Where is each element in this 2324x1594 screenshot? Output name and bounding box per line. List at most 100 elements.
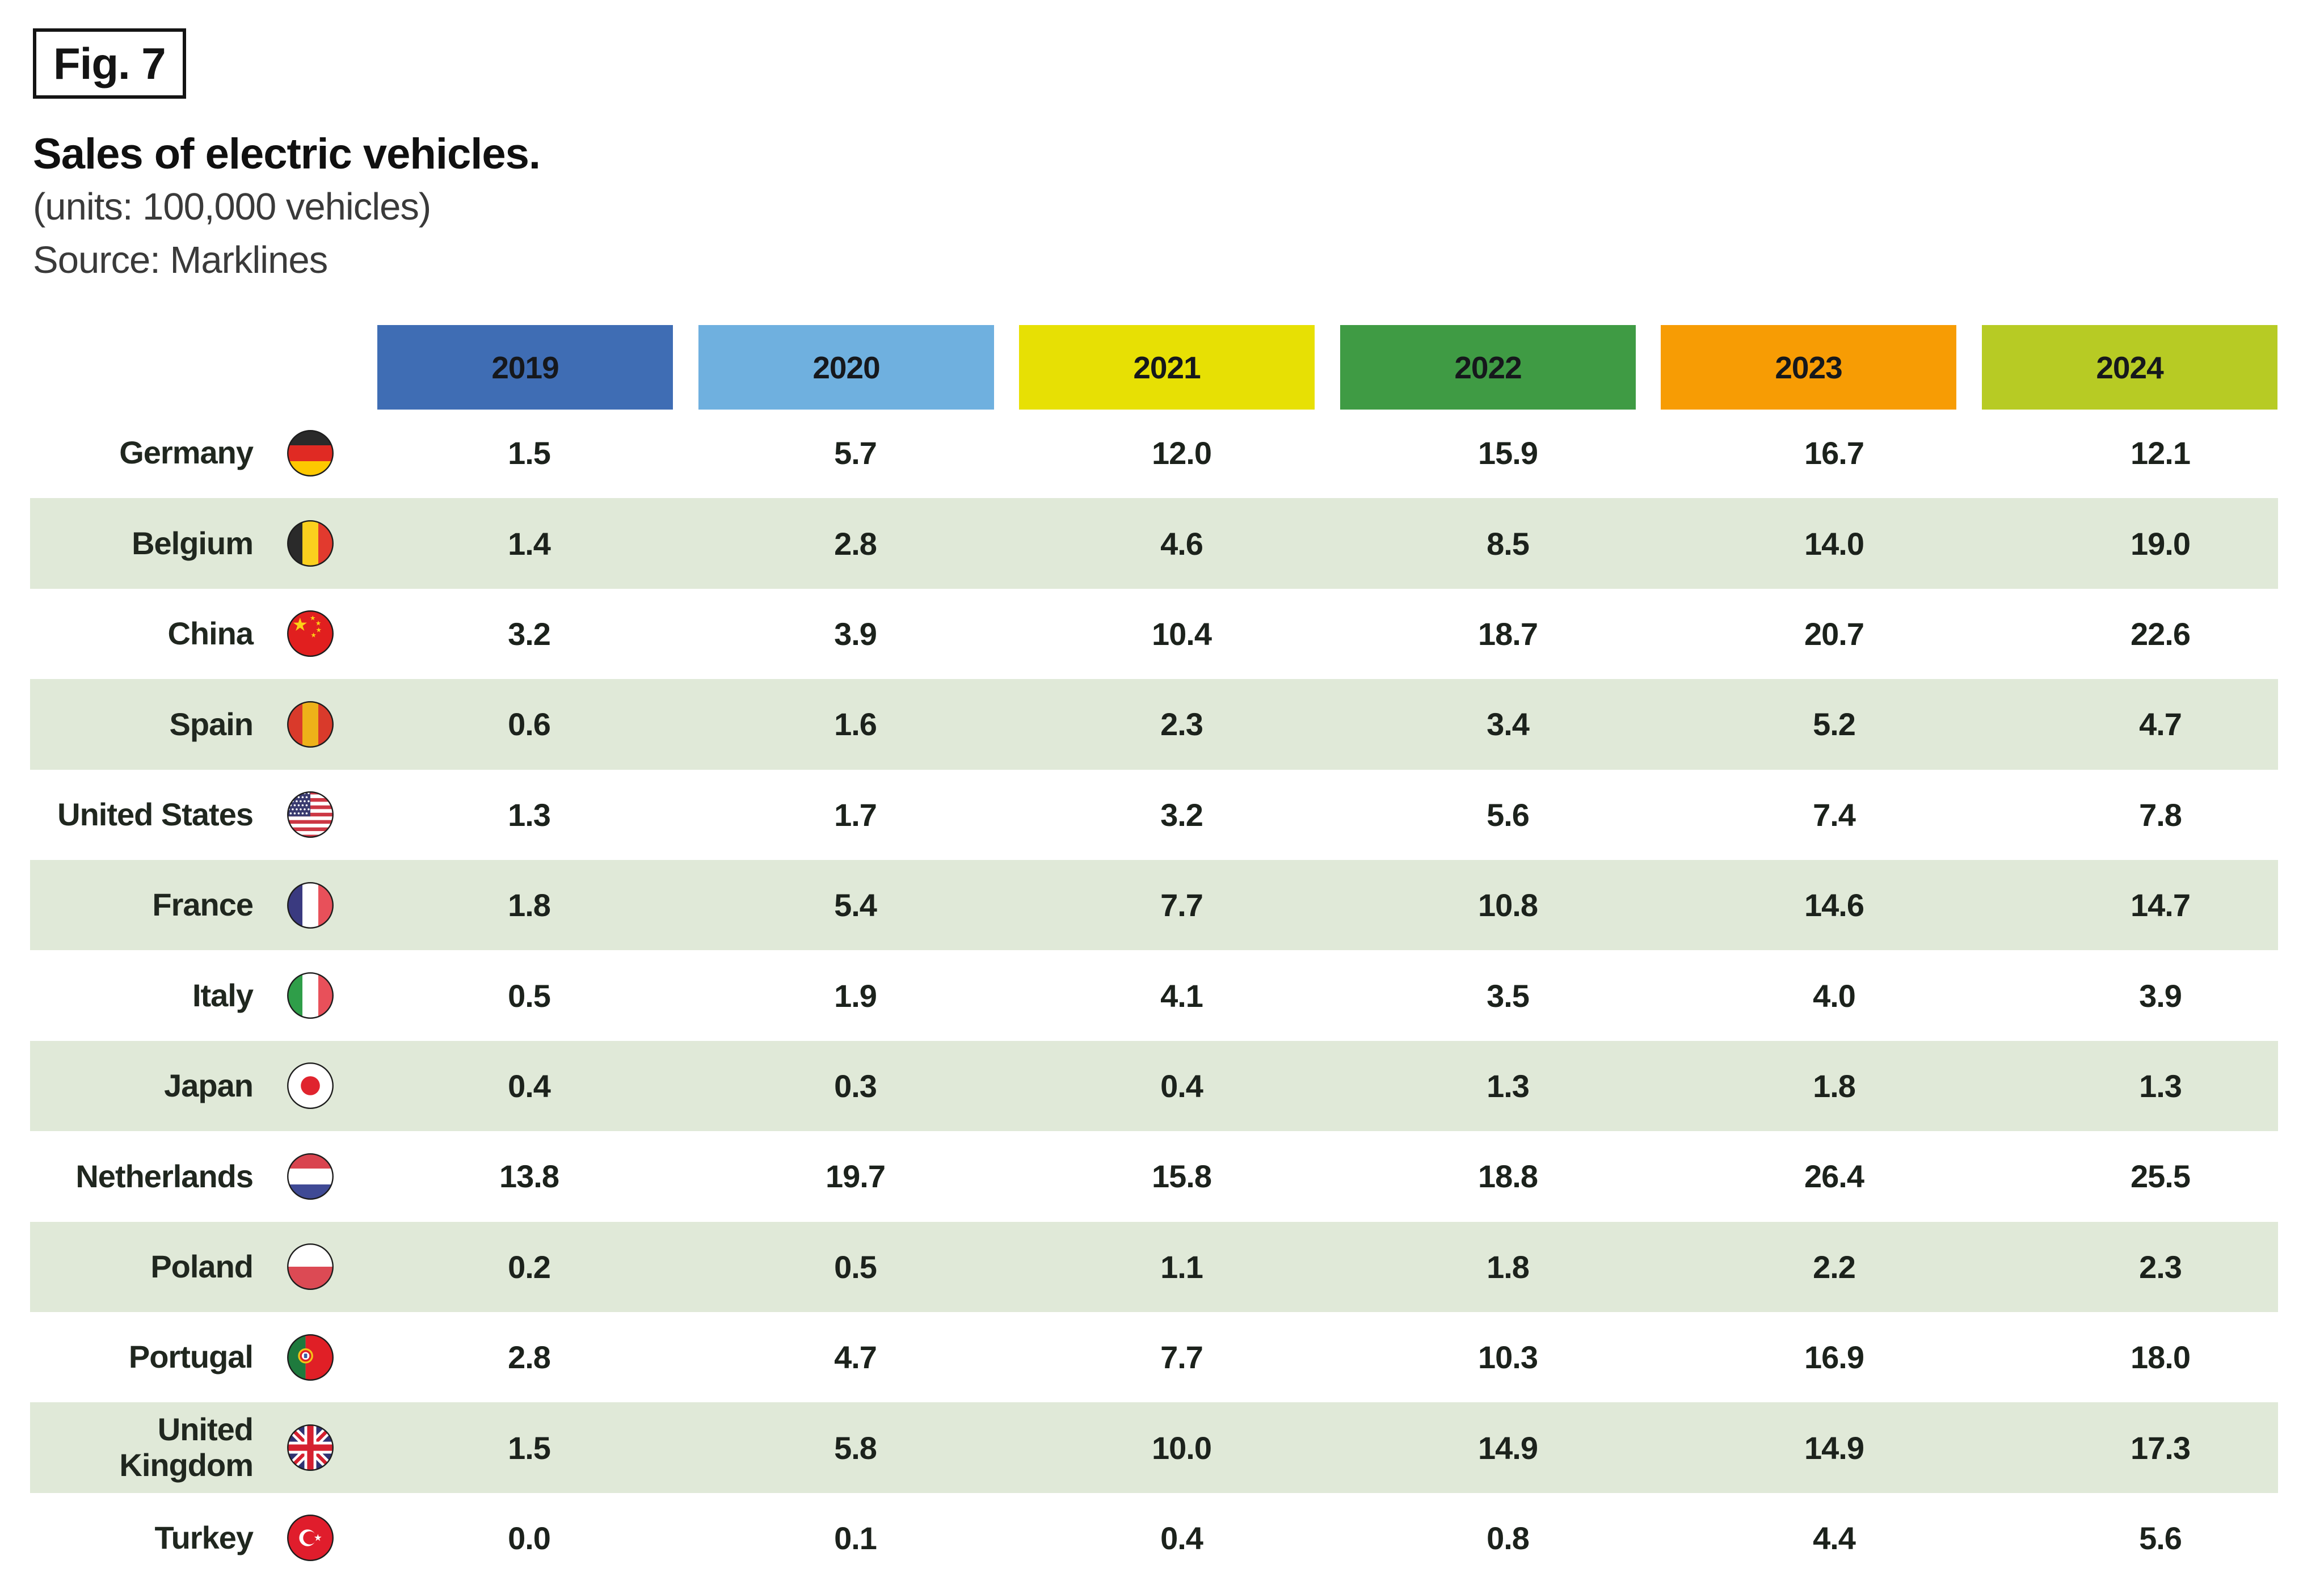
table-row-us: United States 1.3 1.7 3.2 5.6 7.4 7.8 <box>30 770 2278 860</box>
spain-flag-icon <box>287 701 334 748</box>
country-flag <box>287 882 334 929</box>
country-label: Turkey <box>154 1520 254 1556</box>
value-cell-2020: 3.9 <box>834 615 877 652</box>
value-cell-2023: 1.8 <box>1813 1068 1856 1104</box>
japan-flag-icon <box>287 1062 334 1110</box>
value-cell-2019: 1.3 <box>508 796 551 833</box>
value-cell-2022: 3.5 <box>1487 977 1530 1014</box>
table-row-china: China 3.2 3.9 10.4 18.7 20.7 22.6 <box>30 589 2278 679</box>
germany-flag-icon <box>287 429 334 476</box>
italy-flag-icon <box>287 972 334 1019</box>
value-cell-2020: 0.3 <box>834 1068 877 1104</box>
value-cell-2024: 14.7 <box>2131 887 2191 923</box>
country-label: Belgium <box>132 525 254 561</box>
year-header-2024: 2024 <box>1982 325 2277 410</box>
country-label: Spain <box>169 706 254 742</box>
value-cell-2021: 0.4 <box>1160 1520 1203 1556</box>
country-flag <box>287 520 334 567</box>
value-cell-2020: 5.4 <box>834 887 877 923</box>
table-row-uk: United Kingdom 1.5 5.8 10.0 14.9 14.9 17.3 <box>30 1402 2278 1493</box>
value-cell-2023: 2.2 <box>1813 1249 1856 1285</box>
us-flag-icon <box>287 791 334 838</box>
table-row-netherlands: Netherlands 13.8 19.7 15.8 18.8 26.4 25.5 <box>30 1131 2278 1221</box>
value-cell-2024: 3.9 <box>2139 977 2182 1014</box>
value-cell-2019: 0.5 <box>508 977 551 1014</box>
table-row-spain: Spain 0.6 1.6 2.3 3.4 5.2 4.7 <box>30 679 2278 770</box>
value-cell-2023: 4.0 <box>1813 977 1856 1014</box>
value-cell-2022: 1.8 <box>1487 1249 1530 1285</box>
value-cell-2021: 4.1 <box>1160 977 1203 1014</box>
value-cell-2024: 5.6 <box>2139 1520 2182 1556</box>
value-cell-2024: 17.3 <box>2131 1429 2191 1466</box>
country-flag <box>287 610 334 657</box>
country-flag <box>287 701 334 748</box>
country-flag <box>287 791 334 838</box>
value-cell-2019: 3.2 <box>508 615 551 652</box>
value-cell-2020: 5.8 <box>834 1429 877 1466</box>
year-header-2023: 2023 <box>1661 325 1956 410</box>
belgium-flag-icon <box>287 520 334 567</box>
value-cell-2020: 0.1 <box>834 1520 877 1556</box>
value-cell-2022: 18.8 <box>1478 1158 1538 1195</box>
country-label: Poland <box>150 1248 254 1284</box>
value-cell-2024: 1.3 <box>2139 1068 2182 1104</box>
value-cell-2019: 0.4 <box>508 1068 551 1104</box>
value-cell-2021: 3.2 <box>1160 796 1203 833</box>
value-cell-2023: 20.7 <box>1804 615 1864 652</box>
value-cell-2024: 25.5 <box>2131 1158 2191 1195</box>
value-cell-2022: 14.9 <box>1478 1429 1538 1466</box>
table-row-turkey: Turkey 0.0 0.1 0.4 0.8 4.4 5.6 <box>30 1493 2278 1583</box>
value-cell-2022: 3.4 <box>1487 706 1530 743</box>
value-cell-2021: 7.7 <box>1160 1339 1203 1376</box>
value-cell-2023: 26.4 <box>1804 1158 1864 1195</box>
value-cell-2019: 1.5 <box>508 1429 551 1466</box>
value-cell-2023: 7.4 <box>1813 796 1856 833</box>
country-label: Netherlands <box>75 1158 254 1194</box>
year-header-2021: 2021 <box>1019 325 1315 410</box>
value-cell-2020: 4.7 <box>834 1339 877 1376</box>
table-row-belgium: Belgium 1.4 2.8 4.6 8.5 14.0 19.0 <box>30 498 2278 589</box>
value-cell-2021: 0.4 <box>1160 1068 1203 1104</box>
france-flag-icon <box>287 882 334 929</box>
value-cell-2022: 0.8 <box>1487 1520 1530 1556</box>
table-row-france: France 1.8 5.4 7.7 10.8 14.6 14.7 <box>30 860 2278 951</box>
value-cell-2019: 2.8 <box>508 1339 551 1376</box>
value-cell-2021: 15.8 <box>1152 1158 1212 1195</box>
value-cell-2024: 19.0 <box>2131 525 2191 562</box>
table-row-japan: Japan 0.4 0.3 0.4 1.3 1.8 1.3 <box>30 1040 2278 1132</box>
value-cell-2021: 10.4 <box>1152 615 1212 652</box>
year-header-2020: 2020 <box>698 325 994 410</box>
value-cell-2019: 1.8 <box>508 887 551 923</box>
country-flag <box>287 1514 334 1562</box>
value-cell-2023: 5.2 <box>1813 706 1856 743</box>
value-cell-2020: 2.8 <box>834 525 877 562</box>
value-cell-2019: 1.4 <box>508 525 551 562</box>
value-cell-2019: 1.5 <box>508 435 551 471</box>
value-cell-2020: 1.9 <box>834 977 877 1014</box>
value-cell-2022: 18.7 <box>1478 615 1538 652</box>
country-label: United States <box>57 796 254 832</box>
year-header-2019: 2019 <box>377 325 673 410</box>
figure-units-subtitle: (units: 100,000 vehicles) <box>33 185 431 228</box>
table-row-germany: Germany 1.5 5.7 12.0 15.9 16.7 12.1 <box>30 408 2278 498</box>
value-cell-2024: 2.3 <box>2139 1249 2182 1285</box>
value-cell-2022: 1.3 <box>1487 1068 1530 1104</box>
value-cell-2024: 22.6 <box>2131 615 2191 652</box>
value-cell-2020: 1.7 <box>834 796 877 833</box>
value-cell-2019: 0.2 <box>508 1249 551 1285</box>
value-cell-2022: 8.5 <box>1487 525 1530 562</box>
country-label: China <box>167 615 254 652</box>
value-cell-2023: 14.6 <box>1804 887 1864 923</box>
poland-flag-icon <box>287 1243 334 1291</box>
value-cell-2019: 0.0 <box>508 1520 551 1556</box>
value-cell-2023: 16.9 <box>1804 1339 1864 1376</box>
country-label: Germany <box>119 435 254 471</box>
value-cell-2021: 10.0 <box>1152 1429 1212 1466</box>
value-cell-2024: 4.7 <box>2139 706 2182 743</box>
uk-flag-icon <box>287 1424 334 1471</box>
value-cell-2020: 19.7 <box>826 1158 886 1195</box>
value-cell-2020: 0.5 <box>834 1249 877 1285</box>
value-cell-2021: 2.3 <box>1160 706 1203 743</box>
value-cell-2023: 14.9 <box>1804 1429 1864 1466</box>
